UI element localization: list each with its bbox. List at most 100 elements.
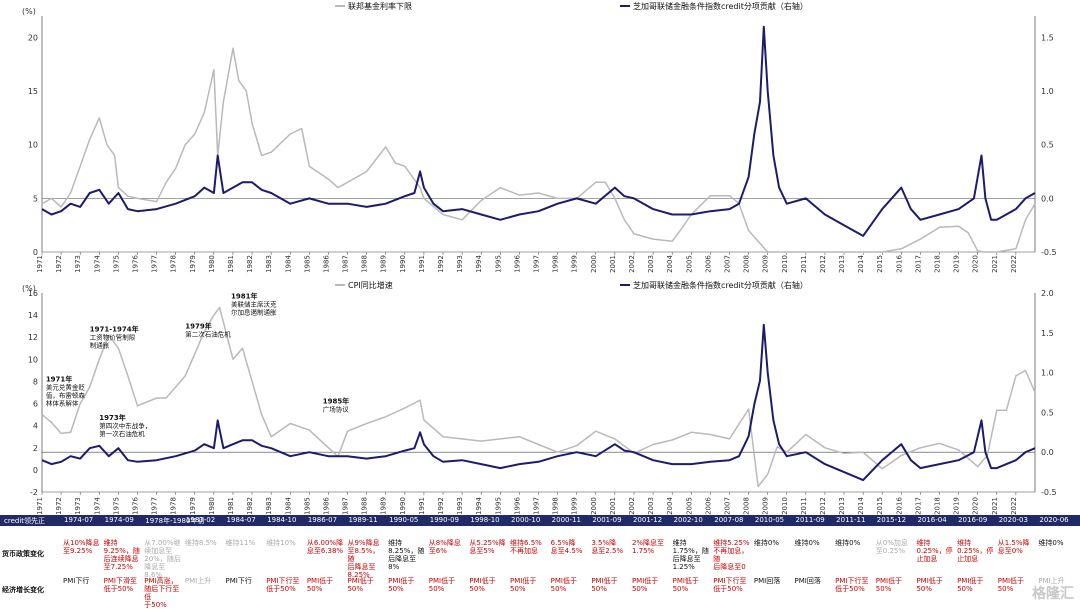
x-tick-label: 2011 [800, 255, 808, 273]
annotation-text: 1979年 [185, 321, 211, 330]
y-tick-right: -0.5 [1041, 248, 1057, 257]
x-tick-label: 1981 [227, 255, 235, 273]
x-tick-label: 2003 [647, 255, 655, 273]
table-cell: PMI下行至 低于50% [713, 577, 747, 593]
table-date-header: 2011-11 [836, 516, 866, 524]
x-tick-label: 2006 [704, 255, 712, 273]
x-tick-label: 1979 [189, 255, 197, 273]
table-date-header: 1983-02 [185, 516, 216, 524]
x-tick-label: 2014 [857, 497, 865, 515]
y-tick-left: 14 [28, 311, 38, 320]
table-date-header: 1990-05 [389, 516, 419, 524]
y-tick-left: 0 [33, 466, 38, 475]
x-tick-label: 1974 [93, 255, 101, 273]
y-tick-right: 0.5 [1041, 408, 1054, 417]
annotation-text: 工资物价管制限 [90, 333, 136, 342]
x-tick-label: 1998 [552, 255, 560, 273]
annotation-text: 1971-1974年 [90, 325, 139, 334]
x-tick-label: 2013 [838, 255, 846, 273]
table-cell: 维持 1.75%，随 后降息至 1.25% [672, 539, 709, 571]
table-cell: 从10%降息 至9.25% [63, 539, 100, 555]
table-cell: 从0%加息 至0.25% [875, 539, 908, 555]
y-tick-right: 2.0 [1041, 289, 1054, 298]
y-tick-left: -2 [30, 488, 38, 497]
x-tick-label: 1973 [74, 255, 82, 273]
table-date-header: 2007-08 [714, 516, 744, 524]
table-cell: 维持 0.25%，停 止加息 [916, 539, 953, 563]
y-tick-right: -0.5 [1041, 488, 1057, 497]
x-tick-label: 2002 [628, 255, 636, 273]
x-tick-label: 1977 [151, 497, 159, 515]
y-tick-left: 8 [33, 377, 38, 386]
table-cell: PMI上升 [184, 577, 212, 585]
y-tick-right: 1.0 [1041, 369, 1054, 378]
x-tick-label: 1978 [170, 255, 178, 273]
x-tick-label: 1988 [361, 497, 369, 515]
y-tick-left: 20 [28, 33, 38, 42]
x-tick-label: 2000 [590, 497, 598, 515]
x-tick-label: 2009 [762, 497, 770, 515]
table-cell: PMI低于 50% [916, 577, 943, 593]
x-tick-label: 1997 [533, 255, 541, 273]
table-cell: 维持11% [225, 539, 256, 547]
x-tick-label: 2011 [800, 497, 808, 515]
x-tick-label: 1996 [513, 255, 521, 273]
series-line-left [41, 306, 1036, 488]
series-line-left [41, 47, 1036, 253]
x-tick-label: 1986 [322, 255, 330, 273]
annotation-text: 广场协议 [323, 405, 350, 414]
x-tick-label: 2017 [914, 497, 922, 515]
table-header-label: credit领先正 [4, 517, 46, 525]
table-cell: 从7.00%继续加息至 20%，随后降息至8.6% [144, 539, 181, 579]
x-tick-label: 2000 [590, 255, 598, 273]
x-tick-label: 1988 [361, 255, 369, 273]
x-tick-label: 2001 [609, 255, 617, 273]
x-tick-label: 2013 [838, 497, 846, 515]
x-tick-label: 1976 [131, 255, 139, 273]
x-tick-label: 1987 [342, 497, 350, 515]
table-date-header: 2020-06 [1039, 516, 1069, 524]
table-cell: PMI上升 [1038, 577, 1065, 585]
x-tick-label: 2022 [1010, 255, 1018, 273]
table-date-header: 2016-04 [917, 516, 947, 524]
x-tick-label: 2012 [819, 255, 827, 273]
x-tick-label: 2016 [895, 497, 903, 515]
y-tick-right: 1.0 [1041, 87, 1054, 96]
watermark-logo: 格隆汇 [1032, 586, 1074, 602]
table-cell: PMI下行 [63, 577, 90, 585]
y-tick-left: 2 [33, 444, 38, 453]
y-tick-left: 4 [33, 422, 38, 431]
table-date-header: 2015-12 [876, 516, 907, 524]
x-tick-label: 1984 [284, 497, 292, 515]
table-cell: 维持8.5% [184, 539, 217, 547]
x-tick-label: 1993 [456, 255, 464, 273]
table-cell: 维持 9.25%，随 后连续降息 至7.25% [103, 539, 140, 571]
x-tick-label: 1972 [55, 255, 63, 273]
table-date-header: 1974-09 [104, 516, 134, 524]
table-date-header: 2000-11 [551, 516, 581, 524]
x-tick-label: 2006 [704, 497, 712, 515]
table-date-header: 2002-10 [673, 516, 703, 524]
table-cell: PMI低于 50% [591, 577, 618, 593]
annotation-text: 第一次石油危机 [99, 429, 145, 438]
table-cell: PMI低于 50% [510, 577, 537, 593]
x-tick-label: 2015 [876, 255, 884, 273]
table-cell: PMI低于 50% [347, 577, 374, 593]
table-cell: PMI低于 50% [469, 577, 496, 593]
table-date-header: 1989-11 [348, 516, 378, 524]
x-tick-label: 2012 [819, 497, 827, 515]
y-tick-right: 0.0 [1041, 194, 1054, 203]
table-date-header: 2011-09 [795, 516, 825, 524]
table-cell: PMI下滑至 低于50% [103, 577, 137, 593]
y-left-unit: (%) [22, 284, 36, 293]
annotation-text: 美联储主席沃克 [231, 300, 277, 309]
x-tick-label: 2002 [628, 497, 636, 515]
table-cell: 维持0% [1038, 539, 1064, 547]
x-tick-label: 1982 [246, 497, 254, 515]
table-cell: 维持5.25% 不再加息，随 后降息至0 [713, 539, 750, 571]
y-tick-left: 12 [28, 333, 38, 342]
table-cell: PMI低于 50% [306, 577, 334, 593]
x-tick-label: 2018 [934, 255, 942, 273]
table-date-header: 1978年-1980年初 [145, 517, 205, 525]
y-tick-left: 5 [33, 194, 38, 203]
